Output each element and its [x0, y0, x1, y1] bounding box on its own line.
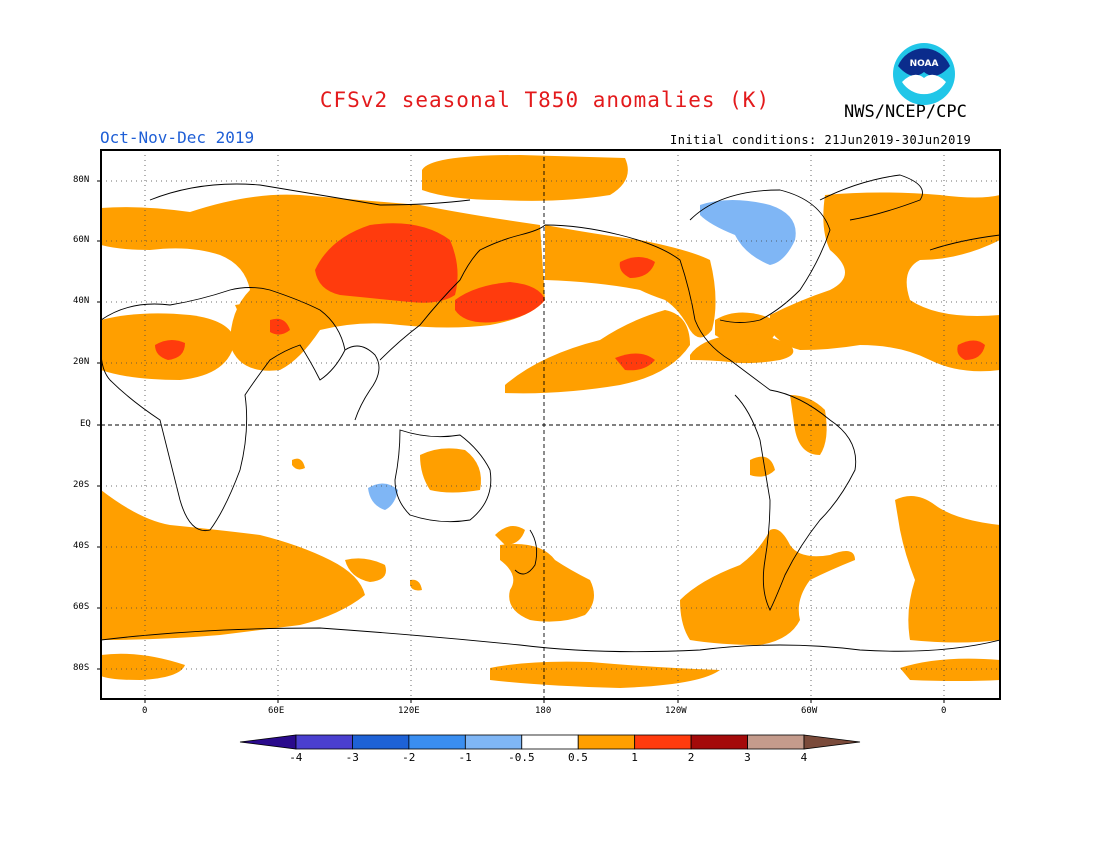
lon-label-60e: 60E — [268, 706, 285, 716]
lat-label-60n: 60N — [73, 235, 90, 245]
colorbar-tick-label: 1 — [631, 751, 638, 764]
colorbar-box — [634, 734, 692, 750]
lon-label-0-east: 0 — [941, 706, 947, 716]
lat-label-40s: 40S — [73, 541, 90, 551]
anomaly-blue-shades — [368, 200, 796, 510]
lon-label-60w: 60W — [801, 706, 818, 716]
coastlines — [101, 174, 1000, 653]
colorbar-tick-label: 0.5 — [568, 751, 588, 764]
logo-text: NOAA — [910, 59, 939, 69]
equator-dateline — [101, 150, 1000, 699]
lon-label-0-west: 0 — [142, 706, 148, 716]
colorbar-box — [408, 734, 466, 750]
axis-ticks — [97, 180, 945, 703]
colorbar-tick-label: 4 — [800, 751, 808, 764]
noaa-logo-icon: NOAA — [893, 43, 955, 105]
anomaly-orange-shades — [101, 155, 1000, 688]
lat-label-40n: 40N — [73, 296, 90, 306]
colorbar-box — [747, 734, 805, 750]
lat-label-80n: 80N — [73, 175, 90, 185]
lat-label-60s: 60S — [73, 602, 90, 612]
colorbar-box — [577, 734, 636, 750]
chart-title: CFSv2 seasonal T850 anomalies (K) — [319, 88, 771, 112]
lon-label-120e: 120E — [398, 706, 420, 716]
season-label: Oct-Nov-Dec 2019 — [100, 128, 255, 147]
colorbar-tick-label: -2 — [402, 751, 416, 764]
colorbar-tick-label: -3 — [345, 751, 359, 764]
colorbar-tick-label: -1 — [458, 751, 472, 764]
colorbar-tick-label: -4 — [289, 751, 303, 764]
lon-label-180: 180 — [535, 706, 552, 716]
anomaly-red-shades — [155, 223, 985, 371]
colorbar-box — [690, 734, 748, 750]
colorbar-box — [352, 734, 410, 750]
colorbar-box — [295, 734, 353, 750]
colorbar-tick-label: -0.5 — [508, 751, 535, 764]
colorbar-box — [521, 734, 579, 750]
colorbar-tick-label: 3 — [744, 751, 751, 764]
anomaly-fields — [101, 155, 1000, 688]
agency-label: NWS/NCEP/CPC — [844, 102, 967, 122]
lat-label-20s: 20S — [73, 480, 90, 490]
colorbar-tick-label: 2 — [687, 751, 695, 764]
initial-conditions-label: Initial conditions: 21Jun2019-30Jun2019 — [670, 133, 972, 147]
lat-label-eq: EQ — [80, 419, 91, 429]
lon-label-120w: 120W — [665, 706, 687, 716]
lat-label-20n: 20N — [73, 357, 90, 367]
colorbar-arrow-low — [239, 734, 297, 750]
colorbar-arrow-high — [803, 734, 861, 750]
lat-label-80s: 80S — [73, 663, 90, 673]
colorbar-box — [464, 734, 523, 750]
